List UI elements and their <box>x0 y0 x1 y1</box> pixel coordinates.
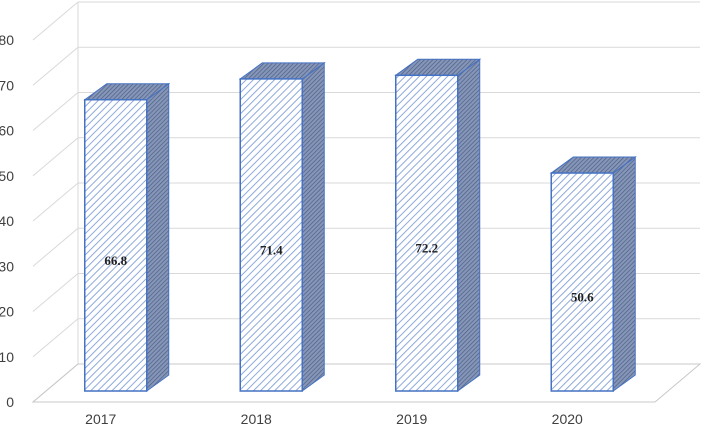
side-gridline <box>32 46 79 86</box>
data-label: 66.8 <box>104 253 127 268</box>
x-tick-label: 2019 <box>396 411 427 427</box>
gridlines <box>32 1 700 403</box>
y-axis-tick-labels: 0 10 20 30 40 50 60 70 80 <box>0 32 14 410</box>
bar-front <box>239 78 303 392</box>
bar-front <box>395 74 459 392</box>
bars: 66.8 71.4 72.2 50.6 <box>83 58 637 392</box>
side-gridline <box>32 227 79 267</box>
bar-front <box>84 98 148 392</box>
side-gridline <box>32 92 79 131</box>
bar-2017: 66.8 <box>83 82 171 392</box>
y-tick-label: 50 <box>0 168 14 184</box>
data-label: 71.4 <box>260 242 283 257</box>
bar-side <box>457 58 481 392</box>
y-tick-label: 60 <box>0 123 14 139</box>
side-gridline <box>32 137 79 177</box>
bar-side <box>301 61 325 392</box>
y-tick-label: 80 <box>0 32 14 48</box>
side-gridline <box>32 1 79 41</box>
bar-2020: 50.6 <box>549 156 637 392</box>
bar-side <box>146 82 170 392</box>
x-axis-tick-labels: 2017 2018 2019 2020 <box>85 411 583 427</box>
y-tick-label: 40 <box>0 213 14 229</box>
data-label: 50.6 <box>571 290 594 305</box>
y-tick-label: 70 <box>0 77 14 93</box>
x-tick-label: 2017 <box>85 411 116 427</box>
y-tick-label: 0 <box>6 394 14 410</box>
bar-front <box>550 172 614 392</box>
x-tick-label: 2020 <box>552 411 583 427</box>
floor-plane <box>31 363 702 403</box>
x-tick-label: 2018 <box>241 411 272 427</box>
y-tick-label: 30 <box>0 258 14 274</box>
side-gridline <box>32 182 79 222</box>
y-tick-label: 20 <box>0 304 14 320</box>
side-gridline <box>32 318 79 358</box>
bar-side <box>612 156 636 392</box>
bar-2019: 72.2 <box>394 58 482 392</box>
bar-2018: 71.4 <box>238 61 326 392</box>
data-label: 72.2 <box>415 241 438 256</box>
y-tick-label: 10 <box>0 349 14 365</box>
chart-floor <box>31 363 702 403</box>
side-gridline <box>32 273 79 312</box>
